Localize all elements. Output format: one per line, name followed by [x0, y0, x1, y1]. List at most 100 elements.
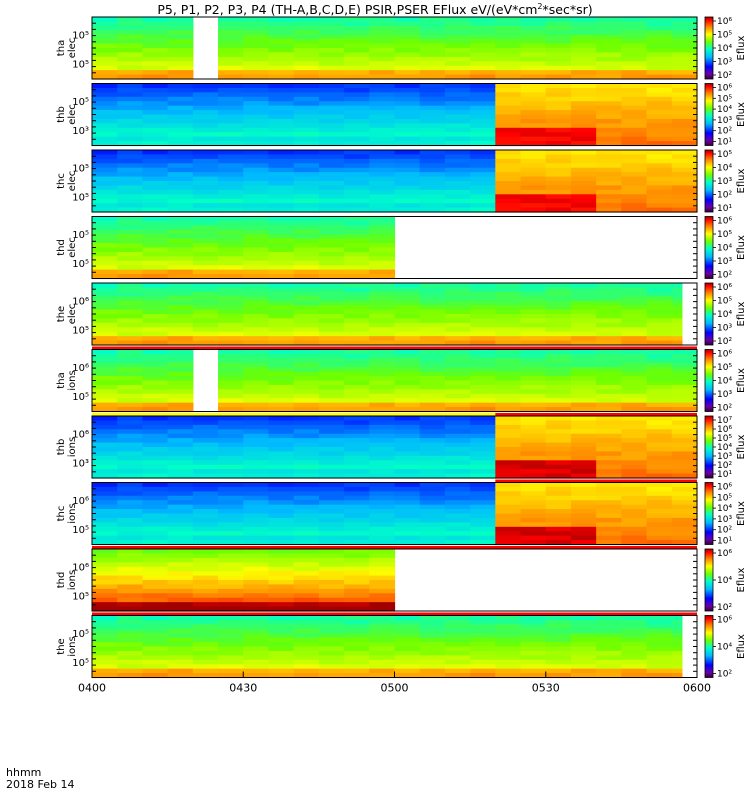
spectro-cell [570, 283, 597, 289]
spectro-cell [243, 17, 270, 23]
y-tick-label: 10⁵ [72, 97, 89, 108]
spectro-cell [520, 659, 547, 665]
spectro-cell [394, 447, 421, 453]
spectro-cell [92, 216, 118, 222]
spectro-cell [192, 265, 219, 271]
spectro-cell [394, 393, 421, 399]
spectro-cell [293, 247, 320, 253]
spectro-cell [167, 43, 194, 49]
spectro-cell [167, 154, 194, 160]
spectro-cell [293, 43, 320, 49]
spectro-cell [243, 349, 270, 355]
spectro-cell [192, 167, 219, 173]
spectro-cell [167, 455, 194, 461]
spectro-cell [671, 455, 698, 461]
spectro-cell [545, 664, 572, 670]
spectro-cell [218, 602, 244, 608]
spectro-cell [293, 198, 320, 204]
spectro-cell [419, 384, 446, 390]
spectro-cell [142, 132, 169, 138]
spectro-cell [570, 25, 597, 31]
spectro-cell [545, 384, 572, 390]
spectro-cell [596, 185, 622, 191]
spectro-cell [243, 83, 270, 89]
spectro-cell [318, 105, 345, 111]
spectro-cell [419, 442, 446, 448]
spectro-cell [646, 314, 673, 320]
spectro-cell [92, 331, 118, 337]
spectro-cell [92, 322, 118, 328]
spectro-cell [545, 30, 572, 36]
spectro-cell [192, 229, 219, 235]
spectro-cell [167, 668, 194, 674]
spectro-cell [142, 593, 169, 599]
spectro-cell [495, 526, 522, 532]
spectro-cell [218, 358, 244, 364]
spectro-cell [92, 185, 118, 191]
spectro-cell [444, 110, 471, 116]
spectro-cell [293, 189, 320, 195]
spectro-cell [218, 96, 244, 102]
spectro-cell [142, 540, 169, 546]
spectro-cell [142, 238, 169, 244]
spectro-cell [545, 83, 572, 89]
spectro-cell [545, 447, 572, 453]
spectro-cell [444, 367, 471, 373]
spectro-cell [646, 48, 673, 54]
spectro-cell [369, 185, 396, 191]
spectro-cell [167, 349, 194, 355]
spectro-cell [570, 393, 597, 399]
y-tick-label: 10⁵ [72, 392, 89, 403]
spectro-cell [570, 358, 597, 364]
spectro-cell [369, 234, 396, 240]
spectro-cell [293, 158, 320, 164]
spectro-cell [495, 123, 522, 129]
spectro-cell [293, 296, 320, 302]
spectro-cell [318, 602, 345, 608]
spectro-cell [344, 469, 370, 475]
colorbar-label: Eflux [736, 235, 747, 260]
spectro-cell [545, 52, 572, 58]
spectro-cell [444, 74, 471, 80]
spectro-cell [92, 602, 118, 608]
panel-species-label: ions [67, 370, 78, 390]
spectro-cell [268, 588, 295, 594]
spectro-cell [243, 540, 270, 546]
spectro-cell [142, 314, 169, 320]
spectro-cell [167, 491, 194, 497]
spectro-cell [394, 92, 421, 98]
spectro-cell [293, 664, 320, 670]
spectro-cell [92, 260, 118, 266]
spectro-cell [344, 615, 370, 621]
spectro-cell [243, 407, 270, 413]
spectro-cell [192, 247, 219, 253]
spectro-cell [243, 65, 270, 71]
spectro-cell [495, 198, 522, 204]
spectro-cell [545, 367, 572, 373]
spectro-cell [419, 473, 446, 479]
spectro-cell [520, 407, 547, 413]
spectro-cell [470, 420, 496, 426]
spectro-cell [243, 296, 270, 302]
spectro-cell [268, 416, 295, 422]
spectro-cell [394, 664, 421, 670]
spectro-cell [268, 43, 295, 49]
spectro-cell [394, 176, 421, 182]
spectro-cell [671, 48, 698, 54]
spectro-cell [570, 61, 597, 67]
spectro-cell [268, 580, 295, 586]
spectro-cell [545, 371, 572, 377]
spectro-cell [142, 628, 169, 634]
spectro-cell [545, 464, 572, 470]
spectro-cell [117, 118, 144, 124]
spectro-cell [369, 123, 396, 129]
spectro-cell [218, 486, 244, 492]
spectro-cell [621, 110, 648, 116]
spectro-cell [394, 358, 421, 364]
spectro-cell [192, 451, 219, 457]
spectro-cell [621, 136, 648, 142]
spectro-cell [167, 376, 194, 382]
spectro-cell [570, 664, 597, 670]
spectro-cell [369, 353, 396, 359]
spectro-cell [243, 500, 270, 506]
